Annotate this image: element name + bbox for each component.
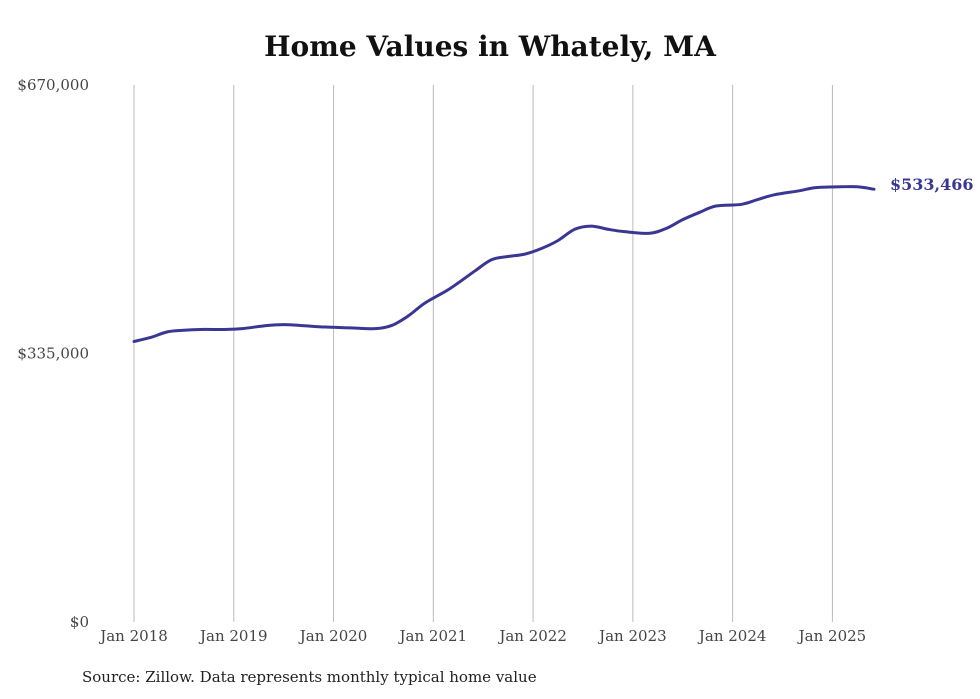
x-tick-label: Jan 2019: [198, 627, 268, 645]
x-tick-label: Jan 2023: [597, 627, 667, 645]
y-axis-ticks: $0 $335,000 $670,000: [17, 76, 89, 631]
gridlines: [133, 85, 833, 622]
x-tick-label: Jan 2024: [697, 627, 767, 645]
end-value-label: $533,466: [890, 175, 974, 194]
x-tick-label: Jan 2022: [497, 627, 567, 645]
y-tick-label: $335,000: [17, 345, 89, 363]
x-tick-label: Jan 2025: [797, 627, 867, 645]
x-tick-label: Jan 2021: [398, 627, 468, 645]
series-line-0: [132, 185, 876, 343]
y-tick-label: $0: [70, 613, 89, 631]
series-layer: [132, 185, 876, 343]
chart-title: Home Values in Whately, MA: [264, 30, 716, 63]
x-axis-ticks: Jan 2018 Jan 2019 Jan 2020 Jan 2021 Jan 2022…: [98, 627, 866, 645]
x-tick-label: Jan 2020: [298, 627, 368, 645]
end-label-layer: $533,466: [890, 175, 974, 194]
x-tick-label: Jan 2018: [98, 627, 168, 645]
source-note: Source: Zillow. Data represents monthly …: [82, 668, 537, 686]
y-tick-label: $670,000: [17, 76, 89, 94]
